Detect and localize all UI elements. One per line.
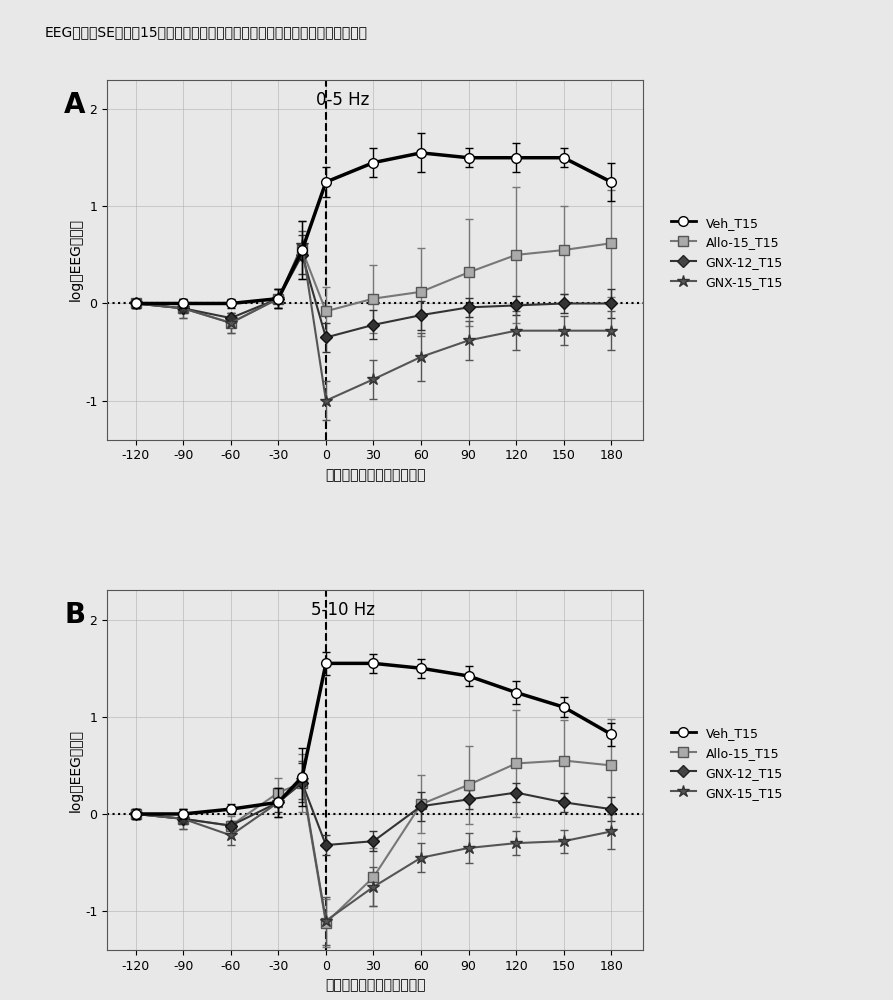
Y-axis label: log（EEG功率）: log（EEG功率） [68,729,82,812]
Text: A: A [64,91,86,119]
Y-axis label: log（EEG功率）: log（EEG功率） [68,218,82,301]
Text: 0-5 Hz: 0-5 Hz [316,91,370,109]
Text: B: B [64,601,86,629]
Text: EEG功率对SE开始后15分钟施用的药物（载剂、加奈索酮或别孕烯醇酮）的时间: EEG功率对SE开始后15分钟施用的药物（载剂、加奈索酮或别孕烯醇酮）的时间 [45,25,368,39]
X-axis label: 相对于给药的时间（分钟）: 相对于给药的时间（分钟） [325,978,425,992]
X-axis label: 相对于给药的时间（分钟）: 相对于给药的时间（分钟） [325,468,425,482]
Text: 5-10 Hz: 5-10 Hz [311,601,375,619]
Legend: Veh_T15, Allo-15_T15, GNX-12_T15, GNX-15_T15: Veh_T15, Allo-15_T15, GNX-12_T15, GNX-15… [667,212,787,293]
Legend: Veh_T15, Allo-15_T15, GNX-12_T15, GNX-15_T15: Veh_T15, Allo-15_T15, GNX-12_T15, GNX-15… [667,723,787,803]
